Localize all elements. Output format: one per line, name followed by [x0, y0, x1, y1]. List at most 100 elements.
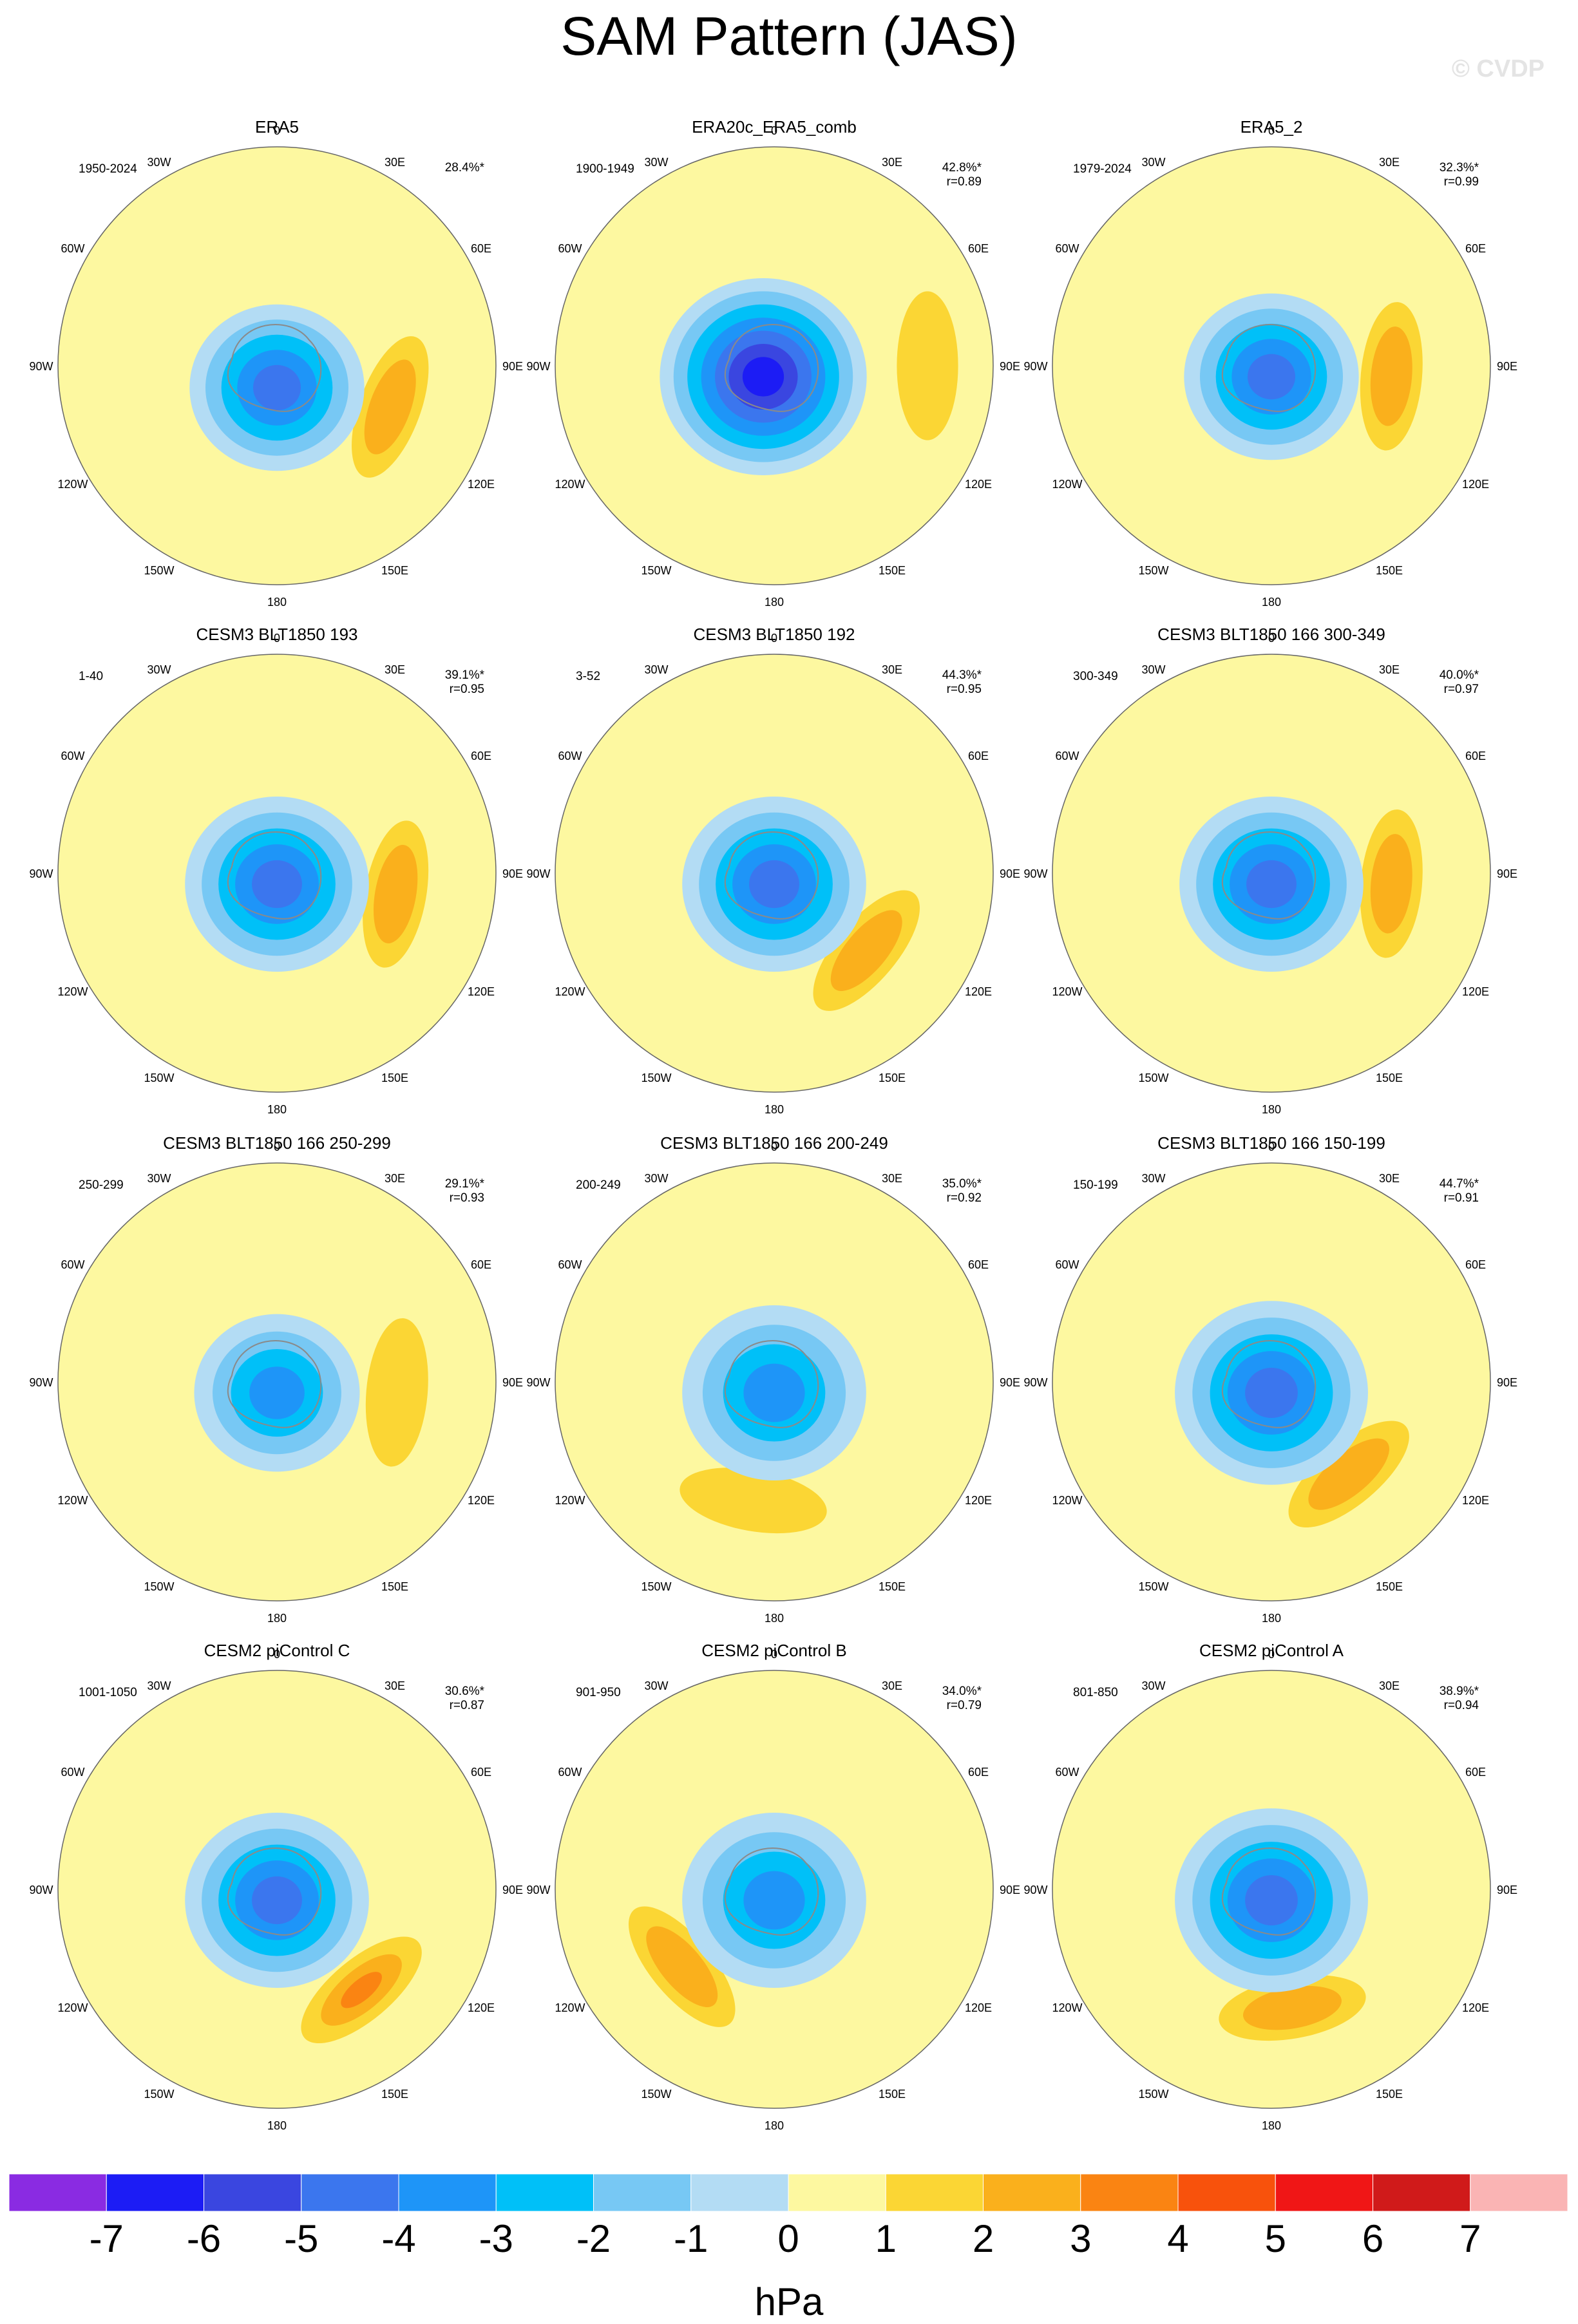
- map-field: [58, 1670, 496, 2108]
- longitude-label: 60E: [968, 1766, 989, 1779]
- longitude-label: 30W: [147, 663, 171, 676]
- colorbar-segment: [885, 2174, 984, 2212]
- longitude-label: 30E: [385, 663, 405, 676]
- longitude-label: 30E: [1379, 663, 1400, 676]
- longitude-label: 180: [765, 1612, 784, 1625]
- map-field: [1052, 1670, 1490, 2108]
- panel-years: 1-40: [79, 670, 103, 683]
- longitude-label: 60E: [968, 1258, 989, 1271]
- colorbar-segment: [204, 2174, 302, 2212]
- high-contour: [1242, 1985, 1342, 2030]
- longitude-label: 60W: [1056, 1766, 1079, 1779]
- panel-title: CESM3 BLT1850 166 150-199: [1157, 1133, 1385, 1153]
- map-panel: ERA5 1950-2024 28.4%* 0 30E 60E 90E 120E 150E 180…: [26, 115, 528, 617]
- page-title: SAM Pattern (JAS): [560, 6, 1018, 66]
- colorbar-tick-label: -3: [479, 2217, 513, 2260]
- longitude-label: 30E: [882, 1679, 902, 1692]
- longitude-label: 150W: [144, 1072, 174, 1084]
- longitude-label: 0: [274, 124, 280, 137]
- panel-variance: 32.3%*: [1440, 161, 1479, 175]
- colorbar-segment: [1080, 2174, 1179, 2212]
- antarctica-coastline: [1221, 324, 1317, 412]
- longitude-label: 60W: [61, 242, 85, 255]
- map-panel: CESM3 BLT1850 166 150-199 150-199 44.7%* r=…: [1020, 1131, 1523, 1633]
- longitude-label: 0: [771, 1140, 777, 1153]
- colorbar-segment: [1470, 2174, 1568, 2212]
- polar-map: CESM2 piControl A 801-850 38.9%*r=0.94 0 30E…: [1023, 1641, 1517, 2132]
- longitude-label: 150W: [641, 1580, 671, 1593]
- longitude-label: 150W: [144, 564, 174, 577]
- colorbar: [9, 2174, 1568, 2212]
- high-contour: [364, 359, 416, 455]
- longitude-label: 60E: [968, 242, 989, 255]
- longitude-label: 60E: [1465, 1766, 1486, 1779]
- longitude-label: 120W: [58, 985, 88, 998]
- colorbar-tick-label: 0: [777, 2217, 799, 2260]
- longitude-label: 30W: [644, 1679, 668, 1692]
- map-boundary: [1052, 1162, 1491, 1601]
- antarctica-coastline: [724, 1340, 819, 1428]
- map-panel: CESM2 piControl A 801-850 38.9%* r=0.94 0 30E…: [1020, 1638, 1523, 2140]
- longitude-label: 90W: [526, 867, 550, 880]
- longitude-label: 60E: [1465, 1258, 1486, 1271]
- longitude-label: 150E: [381, 2088, 408, 2101]
- high-contour: [341, 1972, 382, 2008]
- colorbar-segment: [495, 2174, 594, 2212]
- panel-title: CESM2 piControl C: [204, 1641, 350, 1660]
- longitude-label: 180: [1262, 1612, 1281, 1625]
- longitude-label: 120E: [1462, 1494, 1489, 1507]
- low-contour: [252, 860, 302, 909]
- map-boundary: [555, 1670, 994, 2109]
- map-boundary: [1052, 146, 1491, 585]
- colorbar-tick-label: -4: [381, 2217, 416, 2260]
- colorbar-segment: [1177, 2174, 1276, 2212]
- longitude-label: 0: [274, 1140, 280, 1153]
- longitude-label: 30W: [1141, 156, 1165, 169]
- longitude-label: 90W: [1023, 1376, 1047, 1389]
- polar-map: CESM3 BLT1850 166 200-249 200-249 35.0%*r=…: [526, 1133, 1020, 1625]
- longitude-label: 30E: [1379, 1172, 1400, 1185]
- low-contour: [252, 1876, 302, 1925]
- longitude-label: 120E: [1462, 2001, 1489, 2014]
- colorbar-tick-label: -7: [89, 2217, 124, 2260]
- colorbar-tick-label: 4: [1167, 2217, 1189, 2260]
- low-contour: [253, 364, 301, 411]
- antarctica-coastline: [227, 324, 322, 412]
- longitude-label: 30E: [385, 156, 405, 169]
- low-contour: [742, 357, 784, 397]
- longitude-label: 90W: [526, 1884, 550, 1896]
- longitude-label: 60E: [1465, 750, 1486, 762]
- map-panel: CESM3 BLT1850 192 3-52 44.3%* r=0.95 0 30E 60E…: [523, 622, 1025, 1124]
- map-field: [58, 147, 496, 585]
- longitude-label: 60E: [471, 750, 491, 762]
- longitude-label: 90E: [1497, 1884, 1517, 1896]
- panel-correlation: r=0.94: [1444, 1699, 1479, 1712]
- panel-variance: 35.0%*: [942, 1177, 982, 1191]
- map-boundary: [57, 1162, 497, 1601]
- longitude-label: 90E: [502, 867, 523, 880]
- high-contour: [365, 1318, 428, 1467]
- panel-title: ERA20c_ERA5_comb: [692, 117, 857, 137]
- antarctica-coastline: [1221, 1340, 1317, 1428]
- longitude-label: 30W: [644, 156, 668, 169]
- map-field: [555, 147, 993, 585]
- panel-variance: 44.3%*: [942, 668, 982, 682]
- map-boundary: [57, 1670, 497, 2109]
- longitude-label: 90E: [502, 360, 523, 373]
- longitude-label: 180: [765, 596, 784, 609]
- longitude-label: 120W: [555, 2001, 585, 2014]
- longitude-label: 150E: [381, 1072, 408, 1084]
- longitude-label: 60W: [61, 750, 85, 762]
- colorbar-segment: [301, 2174, 399, 2212]
- longitude-label: 30W: [147, 156, 171, 169]
- polar-map: ERA5 1950-2024 28.4%* 0 30E 60E 90E 120E 150E 180…: [29, 117, 523, 609]
- map-field: [555, 1163, 993, 1601]
- longitude-label: 0: [1268, 632, 1275, 645]
- antarctica-coastline: [1221, 1847, 1317, 1936]
- longitude-label: 90W: [29, 867, 53, 880]
- longitude-label: 90W: [29, 1376, 53, 1389]
- longitude-label: 90E: [1497, 867, 1517, 880]
- antarctica-coastline: [724, 831, 819, 920]
- longitude-label: 120W: [1052, 478, 1083, 491]
- panel-years: 901-950: [576, 1686, 621, 1699]
